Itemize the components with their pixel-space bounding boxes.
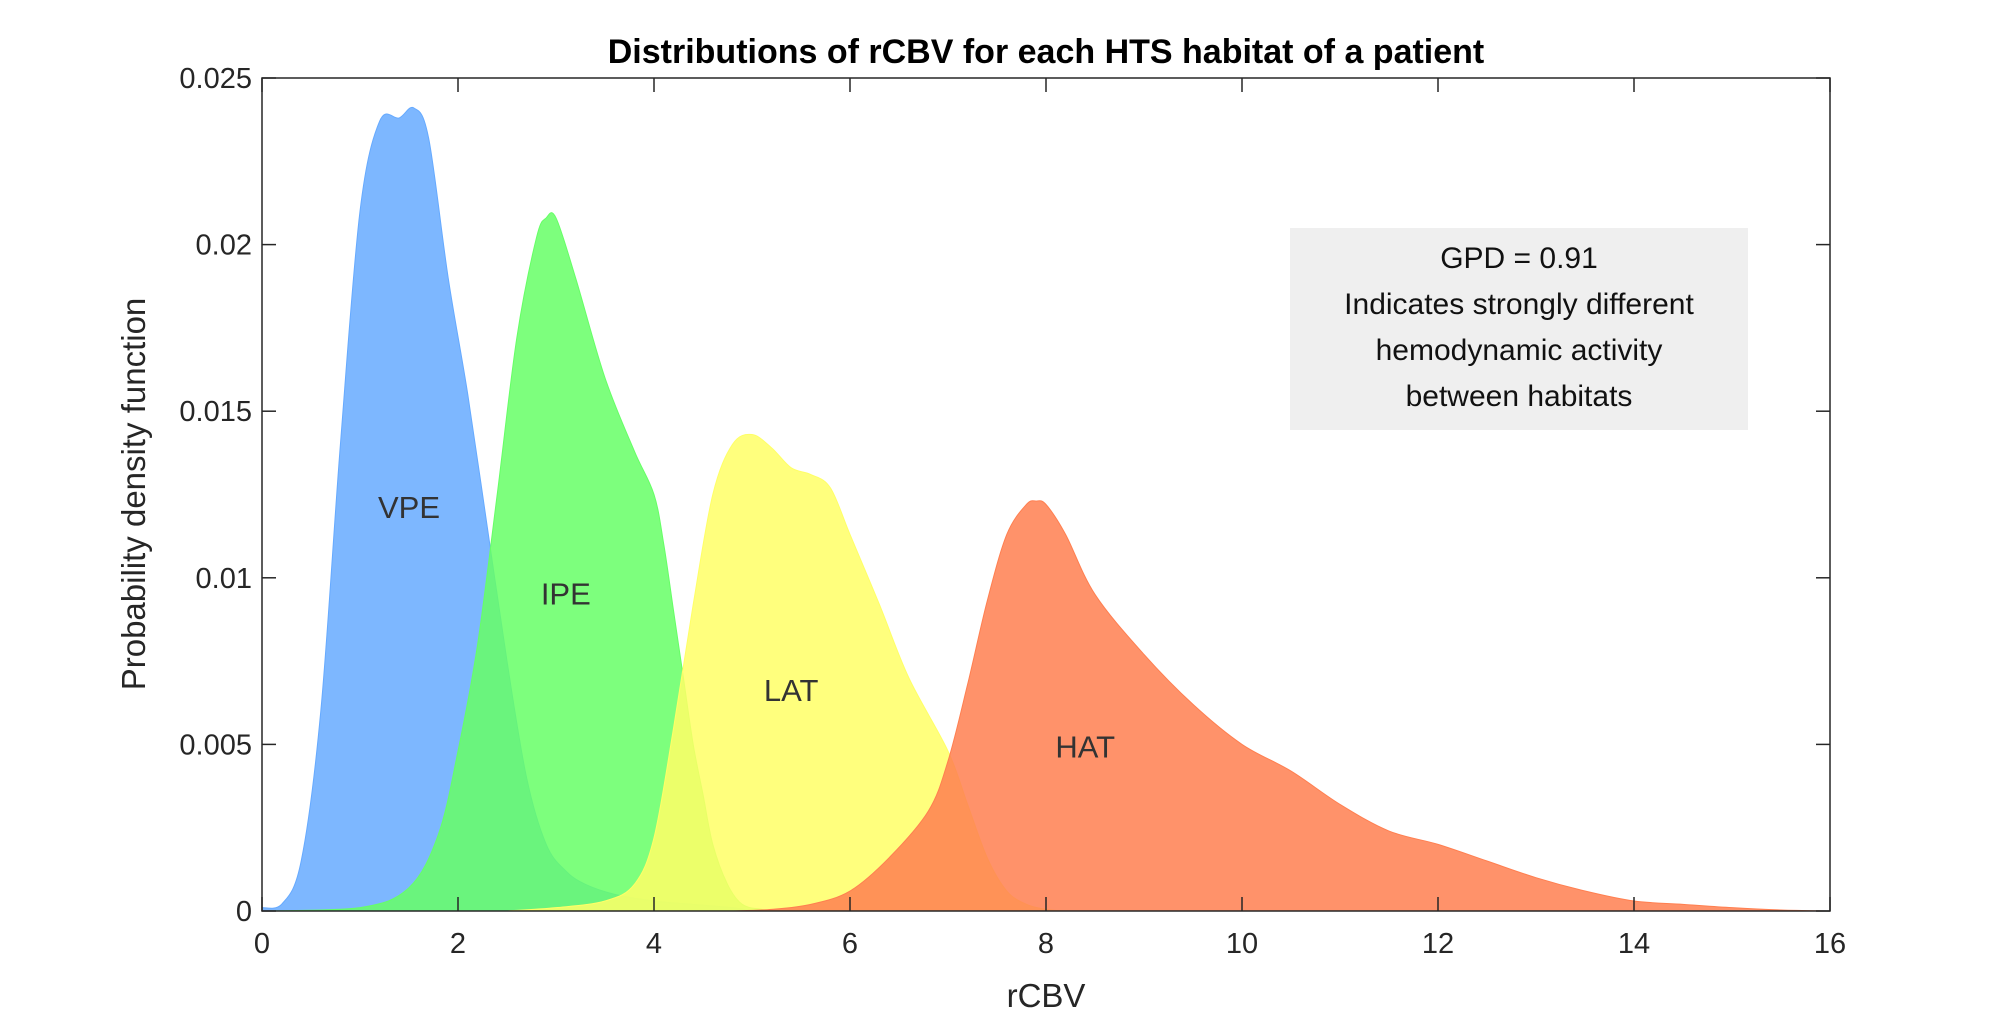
annotation-line-4: between habitats: [1406, 380, 1633, 413]
annotation-line-1: GPD = 0.91: [1440, 242, 1598, 275]
x-tick-label: 0: [254, 928, 270, 960]
y-tick-label: 0.025: [179, 63, 252, 95]
series-label-ipe: IPE: [541, 577, 591, 612]
y-tick-label: 0.01: [196, 563, 252, 595]
x-tick-label: 14: [1618, 928, 1650, 960]
series-labels: VPE IPE LAT HAT: [378, 490, 1115, 765]
y-axis-label: Probability density function: [115, 298, 152, 691]
annotation-line-2: Indicates strongly different: [1344, 288, 1694, 321]
series-label-hat: HAT: [1055, 730, 1115, 765]
y-tick-label: 0.02: [196, 230, 252, 262]
annotation-line-3: hemodynamic activity: [1376, 334, 1663, 367]
y-tick-label: 0.015: [179, 396, 252, 428]
y-tick-label: 0.005: [179, 729, 252, 761]
x-tick-label: 10: [1226, 928, 1258, 960]
gpd-annotation: GPD = 0.91 Indicates strongly different …: [1290, 228, 1748, 430]
series-area-hat: [732, 500, 1831, 912]
x-axis-label: rCBV: [1007, 977, 1086, 1011]
series-areas: [261, 106, 1831, 912]
annotation-box: [1290, 228, 1748, 430]
axis-ticks: 0 2 4 6 8 10 12 14 16 0 0.005 0.01 0.015 0.02 0.025: [179, 63, 1846, 960]
series-label-lat: LAT: [764, 673, 819, 708]
x-tick-label: 16: [1814, 928, 1846, 960]
x-tick-label: 8: [1038, 928, 1054, 960]
x-tick-label: 4: [646, 928, 662, 960]
x-tick-label: 2: [450, 928, 466, 960]
series-label-vpe: VPE: [378, 490, 440, 525]
y-tick-label: 0: [236, 896, 252, 928]
x-tick-label: 6: [842, 928, 858, 960]
chart-title: Distributions of rCBV for each HTS habit…: [608, 33, 1485, 71]
x-tick-label: 12: [1422, 928, 1454, 960]
